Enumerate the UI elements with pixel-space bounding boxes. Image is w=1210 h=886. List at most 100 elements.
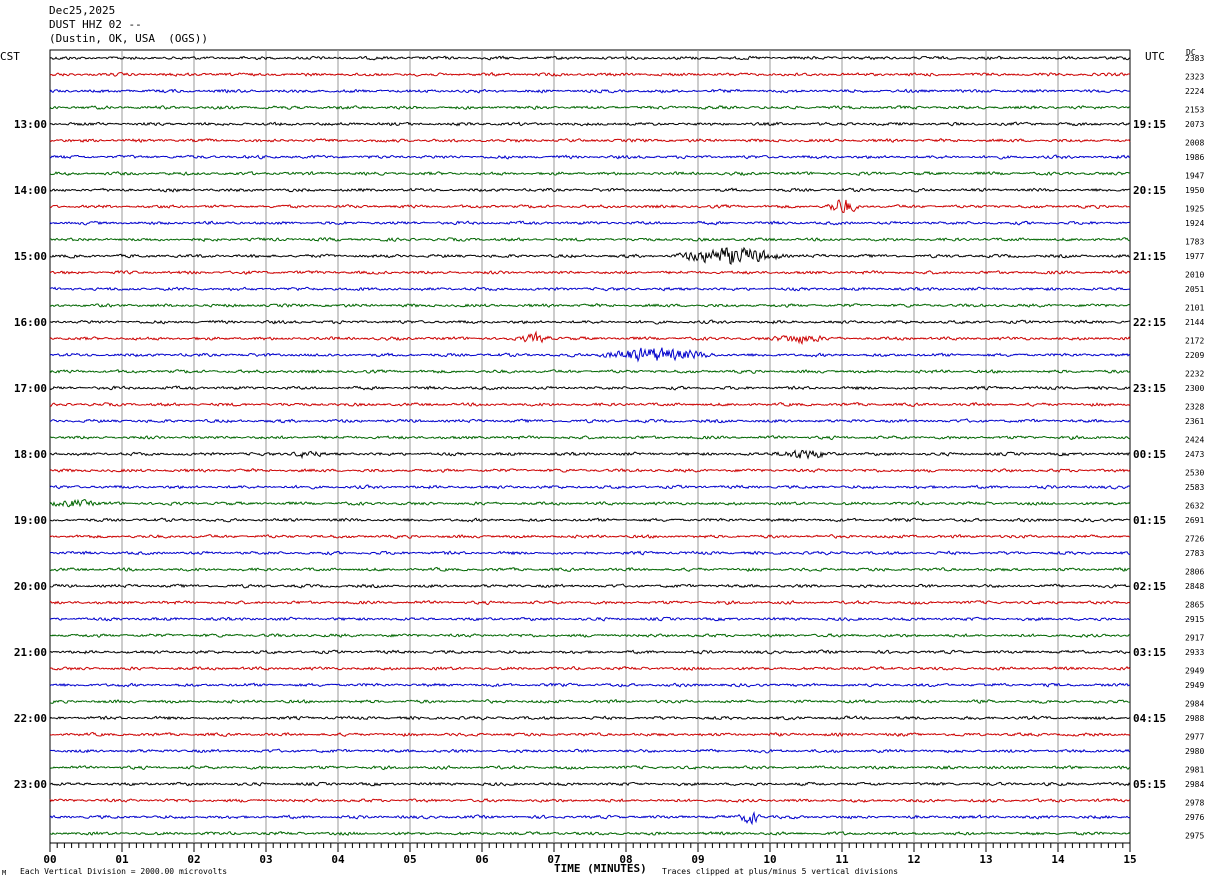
right-hour-label: 02:15: [1133, 580, 1166, 593]
trace-18: [49, 330, 1131, 346]
trace-5: [49, 121, 1131, 127]
dc-value: 2224: [1185, 87, 1204, 96]
right-hour-label: 23:15: [1133, 382, 1166, 395]
right-hour-label: 01:15: [1133, 514, 1166, 527]
right-hour-label: 03:15: [1133, 646, 1166, 659]
trace-8: [49, 171, 1131, 176]
dc-value: 2726: [1185, 535, 1204, 544]
trace-34: [49, 599, 1131, 606]
x-axis-label: TIME (MINUTES): [554, 862, 647, 875]
trace-2: [49, 71, 1131, 77]
x-tick-label: 08: [619, 853, 632, 866]
dc-value: 2806: [1185, 568, 1204, 577]
trace-26: [49, 467, 1131, 473]
left-hour-label: 13:00: [14, 118, 47, 131]
dc-value: 1977: [1185, 252, 1204, 261]
trace-47: [49, 810, 1131, 826]
x-tick-label: 05: [403, 853, 416, 866]
corner-mark: M: [2, 869, 7, 877]
trace-35: [49, 616, 1131, 622]
dc-value: 1925: [1185, 205, 1204, 214]
dc-value: 2949: [1185, 667, 1204, 676]
left-hour-label: 15:00: [14, 250, 47, 263]
dc-value: 2988: [1185, 714, 1204, 723]
dc-value: 2981: [1185, 766, 1204, 775]
x-tick-label: 14: [1051, 853, 1065, 866]
x-tick-label: 09: [691, 853, 704, 866]
trace-14: [49, 270, 1131, 275]
dc-value: 2008: [1185, 139, 1204, 148]
x-tick-label: 13: [979, 853, 992, 866]
dc-value: 2073: [1185, 120, 1204, 129]
plot-frame: [49, 49, 1131, 844]
x-tick-label: 07: [547, 853, 560, 866]
dc-column-label: DC: [1186, 48, 1196, 57]
trace-25: [49, 449, 1131, 460]
dc-value: 2101: [1185, 304, 1204, 313]
header-station: DUST HHZ 02 --: [49, 18, 142, 31]
dc-value: 2209: [1185, 351, 1204, 360]
vertical-division-note: Each Vertical Division = 2000.00 microvo…: [20, 867, 228, 876]
dc-value: 2848: [1185, 582, 1204, 591]
header-date: Dec25,2025: [49, 4, 116, 17]
left-hour-label: 23:00: [14, 778, 47, 791]
left-hour-label: 22:00: [14, 712, 47, 725]
time-axis: 00 01 02 03 04 05 06 07 08 09 10 11 12 13 14 15: [43, 843, 1137, 866]
trace-4: [49, 105, 1131, 110]
x-tick-label: 10: [763, 853, 776, 866]
dc-value: 1986: [1185, 153, 1204, 162]
trace-33: [49, 583, 1131, 589]
left-hour-label: 19:00: [14, 514, 47, 527]
dc-value: 2328: [1185, 403, 1204, 412]
dc-value: 2933: [1185, 648, 1204, 657]
clipping-note: Traces clipped at plus/minus 5 vertical …: [662, 867, 899, 876]
left-hour-label: 21:00: [14, 646, 47, 659]
dc-value: 2783: [1185, 549, 1204, 558]
dc-value: 1950: [1185, 186, 1204, 195]
trace-39: [49, 682, 1131, 688]
trace-41: [49, 715, 1131, 721]
left-hour-label: 14:00: [14, 184, 47, 197]
dc-value: 1783: [1185, 238, 1204, 247]
trace-32: [49, 566, 1131, 573]
trace-20: [49, 369, 1131, 374]
trace-27: [49, 484, 1131, 490]
dc-value: 1924: [1185, 219, 1204, 228]
dc-value: 2984: [1185, 700, 1204, 709]
seismic-traces: [49, 55, 1131, 836]
dc-value: 2632: [1185, 502, 1204, 511]
right-hour-label: 22:15: [1133, 316, 1166, 329]
trace-45: [49, 781, 1131, 787]
trace-23: [49, 418, 1131, 424]
x-tick-label: 15: [1123, 853, 1136, 866]
dc-value: 2915: [1185, 615, 1204, 624]
right-hour-label: 04:15: [1133, 712, 1166, 725]
left-hour-label: 17:00: [14, 382, 47, 395]
right-hour-label: 20:15: [1133, 184, 1166, 197]
dc-value: 2473: [1185, 450, 1204, 459]
trace-21: [49, 385, 1131, 391]
trace-24: [49, 435, 1131, 441]
trace-9: [49, 187, 1131, 193]
dc-value: 2977: [1185, 733, 1204, 742]
trace-17: [49, 319, 1131, 325]
left-hour-label: 18:00: [14, 448, 47, 461]
dc-value: 2153: [1185, 106, 1204, 115]
hour-labels: 13:00 14:00 15:00 16:00 17:00 18:00 19:00 20:00…: [14, 54, 1205, 841]
x-tick-label: 04: [331, 853, 345, 866]
trace-36: [49, 633, 1131, 638]
right-hour-label: 05:15: [1133, 778, 1166, 791]
trace-28: [49, 498, 1131, 508]
dc-value: 2978: [1185, 799, 1204, 808]
right-hour-label: 00:15: [1133, 448, 1166, 461]
right-hour-label: 19:15: [1133, 118, 1166, 131]
trace-43: [49, 748, 1131, 754]
trace-6: [49, 138, 1131, 144]
trace-44: [49, 764, 1131, 771]
right-timezone-label: UTC: [1145, 50, 1165, 63]
header-location: (Dustin, OK, USA (OGS)): [49, 32, 208, 45]
dc-value: 2949: [1185, 681, 1204, 690]
dc-value: 2144: [1185, 318, 1204, 327]
dc-value: 2323: [1185, 73, 1204, 82]
dc-value: 1947: [1185, 172, 1204, 181]
